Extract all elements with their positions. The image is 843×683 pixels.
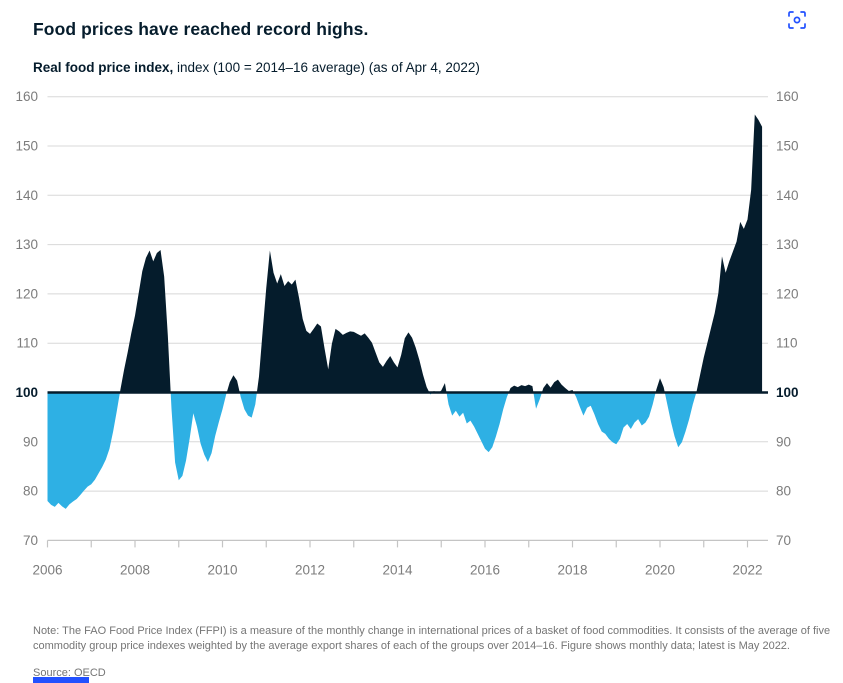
interactive-chart-button[interactable] xyxy=(786,9,808,31)
x-label-2006: 2006 xyxy=(32,562,62,577)
y-label-right-140: 140 xyxy=(776,188,799,203)
area-above-baseline xyxy=(47,114,763,393)
chart-area: 2006 2008 2010 2012 2014 2016 2018 2020 2022 70 70… xyxy=(0,78,843,603)
x-label-2018: 2018 xyxy=(557,562,587,577)
chart-subtitle-bold: Real food price index, xyxy=(33,59,174,75)
y-label-right-130: 130 xyxy=(776,237,799,252)
y-label-right-160: 160 xyxy=(776,89,799,104)
y-label-left-110: 110 xyxy=(16,336,38,351)
y-label-left-150: 150 xyxy=(15,139,38,154)
footnote: Note: The FAO Food Price Index (FFPI) is… xyxy=(33,625,831,652)
x-label-2016: 2016 xyxy=(470,562,500,577)
price-chart: 2006 2008 2010 2012 2014 2016 2018 2020 2022 70 70… xyxy=(15,89,799,577)
x-label-2008: 2008 xyxy=(120,562,150,577)
y-label-right-100: 100 xyxy=(776,385,799,400)
y-label-right-110: 110 xyxy=(776,336,798,351)
y-label-right-70: 70 xyxy=(776,533,791,548)
x-label-2014: 2014 xyxy=(382,562,413,577)
y-label-right-80: 80 xyxy=(776,484,791,499)
area-below-baseline xyxy=(47,392,763,509)
y-label-left-100: 100 xyxy=(15,385,38,400)
y-label-left-160: 160 xyxy=(15,89,38,104)
x-label-2010: 2010 xyxy=(207,562,237,577)
bottom-accent-bar xyxy=(33,677,89,683)
chart-subtitle: Real food price index, index (100 = 2014… xyxy=(33,60,480,75)
y-label-right-90: 90 xyxy=(776,434,791,449)
x-label-2022: 2022 xyxy=(732,562,762,577)
x-label-2012: 2012 xyxy=(295,562,325,577)
x-label-2020: 2020 xyxy=(645,562,675,577)
chart-subtitle-rest: index (100 = 2014–16 average) (as of Apr… xyxy=(173,59,480,75)
y-label-left-70: 70 xyxy=(23,533,38,548)
y-label-left-130: 130 xyxy=(15,237,38,252)
y-label-left-140: 140 xyxy=(15,188,38,203)
y-label-left-120: 120 xyxy=(15,286,38,301)
y-label-right-120: 120 xyxy=(776,286,799,301)
y-label-left-80: 80 xyxy=(23,484,38,499)
y-label-left-90: 90 xyxy=(23,434,38,449)
y-label-right-150: 150 xyxy=(776,139,799,154)
page-title: Food prices have reached record highs. xyxy=(33,18,369,39)
source-line: Source: OECD xyxy=(33,667,106,679)
scan-target-icon xyxy=(786,11,808,34)
